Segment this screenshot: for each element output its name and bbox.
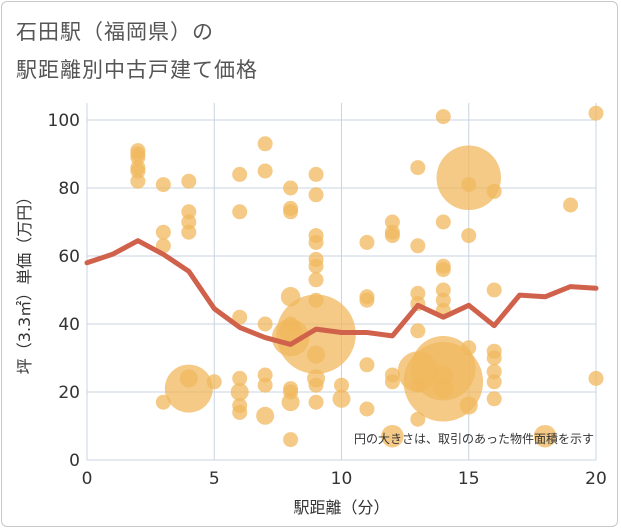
scatter-point: [232, 166, 248, 182]
scatter-points: [130, 105, 604, 448]
scatter-point: [257, 316, 273, 332]
scatter-point: [257, 136, 273, 152]
scatter-point: [283, 316, 299, 332]
scatter-point: [332, 389, 351, 408]
scatter-point: [410, 377, 426, 393]
scatter-point: [257, 163, 273, 179]
scatter-point: [486, 183, 502, 199]
scatter-point: [533, 424, 557, 448]
scatter-point: [334, 377, 349, 393]
scatter-point: [307, 345, 326, 364]
x-tick-label: 5: [209, 469, 220, 489]
scatter-point: [486, 374, 502, 390]
scatter-point: [435, 214, 451, 230]
x-tick-label: 0: [82, 469, 93, 489]
scatter-point: [181, 224, 197, 240]
scatter-point: [384, 228, 400, 244]
scatter-point: [308, 272, 324, 288]
scatter-point: [230, 383, 249, 401]
scatter-point: [461, 340, 477, 356]
bubble-size-note: 円の大きさは、取引のあった物件面積を示す: [354, 431, 594, 446]
scatter-point: [359, 292, 375, 308]
y-tick-label: 100: [48, 111, 80, 131]
scatter-point: [435, 109, 451, 125]
scatter-point: [283, 384, 299, 400]
y-tick-label: 40: [58, 315, 80, 335]
y-axis-ticks: 0 20 40 60 80 100: [48, 111, 80, 471]
scatter-point: [232, 404, 248, 420]
scatter-point: [588, 105, 604, 121]
y-tick-label: 20: [58, 383, 80, 403]
scatter-point: [283, 180, 299, 196]
x-axis-ticks: 0 5 10 15 20: [82, 469, 607, 489]
scatter-point: [283, 432, 299, 448]
scatter-point: [155, 177, 171, 193]
scatter-point: [308, 258, 324, 274]
scatter-point: [232, 204, 248, 220]
y-tick-label: 0: [69, 451, 80, 471]
scatter-point: [410, 160, 426, 176]
scatter-point: [397, 351, 439, 392]
scatter-point: [308, 166, 324, 182]
average-price-line: [84, 238, 599, 347]
scatter-point: [410, 238, 426, 254]
scatter-point: [179, 369, 198, 388]
x-tick-label: 10: [331, 469, 353, 489]
scatter-point: [155, 224, 171, 240]
scatter-point: [155, 394, 171, 410]
scatter-point: [308, 187, 324, 203]
scatter-point: [256, 406, 275, 425]
chart-title-line2: 駅距離別中古戸建て価格: [16, 58, 258, 82]
scatter-point: [433, 378, 454, 399]
y-axis-label: 坪（3.3㎡）単価（万円）: [15, 189, 34, 374]
scatter-point: [232, 309, 248, 325]
x-tick-label: 20: [585, 469, 607, 489]
scatter-point: [433, 365, 454, 385]
scatter-point: [563, 197, 579, 213]
scatter-point: [359, 401, 375, 417]
scatter-point: [130, 173, 146, 189]
scatter-point: [459, 396, 478, 415]
scatter-point: [164, 364, 213, 413]
scatter-point: [486, 282, 502, 298]
scatter-point: [461, 228, 477, 244]
scatter-point: [280, 287, 301, 307]
scatter-point: [461, 177, 477, 193]
scatter-point: [181, 173, 197, 189]
scatter-point: [308, 292, 324, 308]
scatter-point: [308, 394, 324, 410]
scatter-point: [381, 424, 404, 448]
y-tick-label: 60: [58, 247, 80, 267]
scatter-point: [435, 262, 451, 278]
scatter-point: [283, 204, 299, 220]
scatter-point: [359, 234, 375, 250]
scatter-point: [308, 377, 324, 393]
scatter-point: [486, 391, 502, 407]
x-tick-label: 15: [458, 469, 480, 489]
scatter-point: [359, 357, 375, 373]
scatter-point: [206, 374, 222, 390]
scatter-point: [410, 411, 426, 427]
scatter-point: [308, 234, 324, 250]
scatter-point: [384, 374, 400, 390]
scatter-point: [257, 377, 273, 393]
scatter-point: [588, 370, 604, 386]
y-tick-label: 80: [58, 179, 80, 199]
chart-title-line1: 石田駅（福岡県）の: [16, 20, 214, 44]
scatter-point: [410, 323, 426, 339]
x-axis-label: 駅距離（分）: [293, 498, 389, 517]
scatter-point: [486, 350, 502, 366]
scatter-point: [232, 370, 248, 386]
